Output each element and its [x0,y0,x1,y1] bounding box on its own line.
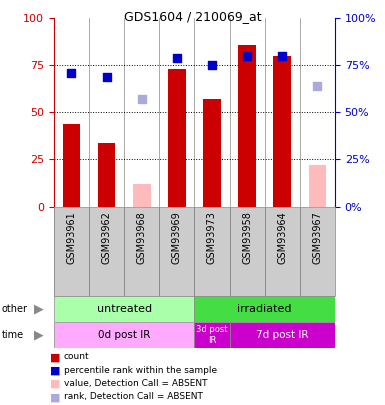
Text: GDS1604 / 210069_at: GDS1604 / 210069_at [124,10,261,23]
Text: GSM93969: GSM93969 [172,211,182,264]
Text: GSM93958: GSM93958 [242,211,252,264]
Point [104,73,110,80]
Bar [264,207,300,296]
Text: count: count [64,352,89,361]
Text: time: time [2,330,24,340]
Text: 0d post IR: 0d post IR [98,330,151,340]
Text: ▶: ▶ [34,328,43,342]
Text: 7d post IR: 7d post IR [256,330,308,340]
Text: ▶: ▶ [34,302,43,315]
Text: other: other [2,304,28,314]
Text: irradiated: irradiated [238,304,292,314]
Bar [168,69,186,207]
Point [69,70,75,76]
Text: GSM93964: GSM93964 [277,211,287,264]
Text: ■: ■ [50,352,60,362]
Bar [309,165,326,207]
Bar [229,322,335,348]
Bar [54,296,194,322]
Point [314,83,320,89]
Point [174,55,180,61]
Point [209,62,215,68]
Text: percentile rank within the sample: percentile rank within the sample [64,366,217,375]
Bar [238,45,256,207]
Bar [273,56,291,207]
Text: GSM93967: GSM93967 [312,211,322,264]
Point [279,53,285,59]
Bar [133,184,151,207]
Bar [194,207,229,296]
Bar [124,207,159,296]
Bar [63,124,80,207]
Text: GSM93968: GSM93968 [137,211,147,264]
Text: GSM93973: GSM93973 [207,211,217,264]
Bar [98,143,116,207]
Bar [194,296,335,322]
Bar [203,99,221,207]
Bar [54,207,89,296]
Point [139,96,145,102]
Bar [229,207,265,296]
Bar [300,207,335,296]
Bar [54,322,194,348]
Text: ■: ■ [50,366,60,376]
Bar [159,207,194,296]
Bar [89,207,124,296]
Bar [194,322,229,348]
Point [244,53,250,59]
Text: GSM93962: GSM93962 [102,211,112,264]
Text: ■: ■ [50,379,60,389]
Text: 3d post
IR: 3d post IR [196,326,228,345]
Text: value, Detection Call = ABSENT: value, Detection Call = ABSENT [64,379,207,388]
Text: rank, Detection Call = ABSENT: rank, Detection Call = ABSENT [64,392,203,401]
Text: ■: ■ [50,392,60,403]
Text: GSM93961: GSM93961 [67,211,77,264]
Text: untreated: untreated [97,304,152,314]
